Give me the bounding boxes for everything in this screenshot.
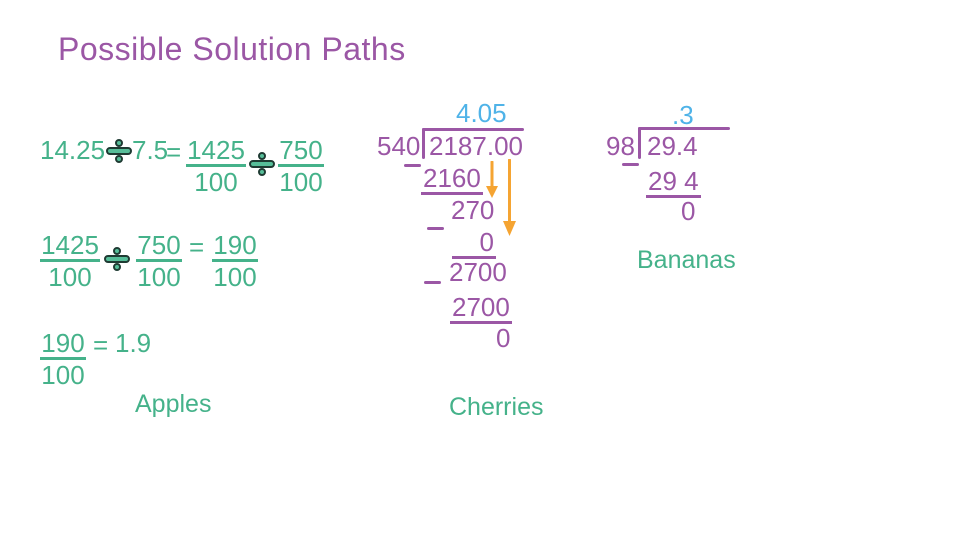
division-bracket-bar [422,128,524,131]
apples-line1-value1: 14.25 [40,135,106,165]
bananas-divisor: 98 [606,131,635,161]
page-title: Possible Solution Paths [58,31,406,67]
division-bracket-line [422,128,425,159]
fraction: 1425 100 [40,232,100,290]
fraction: 1425 100 [186,137,246,195]
cherries-dividend: 2187.00 [429,131,523,161]
cherries-step: 0 [496,323,511,353]
division-bracket-bar [638,127,730,130]
fraction-numerator: 1425 [40,230,100,262]
fraction-denominator: 100 [279,167,323,197]
arrow-down-icon [503,159,516,236]
division-icon [106,139,132,163]
apples-line2-equals: = [189,232,205,262]
minus-sign [622,163,639,166]
fraction-denominator: 100 [194,167,238,197]
minus-sign [424,281,441,284]
fraction: 750 100 [136,232,182,290]
fraction-numerator: 190 [40,328,86,360]
bananas-step: 29 4 [646,166,701,198]
bananas-dividend: 29.4 [647,131,698,161]
cherries-step: 2160 [421,163,483,195]
apples-line1-equals: = [166,137,182,167]
cherries-step: 0 [452,229,496,259]
cherries-step: 2700 [449,257,507,287]
bananas-quotient: .3 [672,100,694,130]
division-icon [249,152,275,176]
apples-label: Apples [135,390,212,418]
fraction: 190 100 [212,232,258,290]
fraction-numerator: 1425 [186,135,246,167]
minus-sign [427,227,444,230]
cherries-step: 270 [451,195,495,225]
cherries-quotient: 4.05 [456,98,507,128]
cherries-label: Cherries [449,393,544,421]
fraction-denominator: 100 [137,262,181,292]
apples-line3-result: 1.9 [115,328,152,358]
apples-line3-equals: = [93,330,109,360]
minus-sign [404,164,421,167]
cherries-step: 2700 [450,292,512,324]
cherries-divisor: 540 [377,131,421,161]
fraction-numerator: 750 [278,135,324,167]
fraction: 190 100 [40,330,86,388]
fraction: 750 100 [278,137,324,195]
arrow-down-icon [486,161,498,198]
fraction-denominator: 100 [48,262,92,292]
division-bracket-line [638,127,641,159]
division-icon [104,247,130,271]
fraction-denominator: 100 [213,262,257,292]
fraction-numerator: 750 [136,230,182,262]
apples-line1-value2: 7.5 [132,135,169,165]
fraction-numerator: 190 [212,230,258,262]
bananas-step: 0 [681,196,696,226]
fraction-denominator: 100 [41,360,85,390]
bananas-label: Bananas [637,246,736,274]
